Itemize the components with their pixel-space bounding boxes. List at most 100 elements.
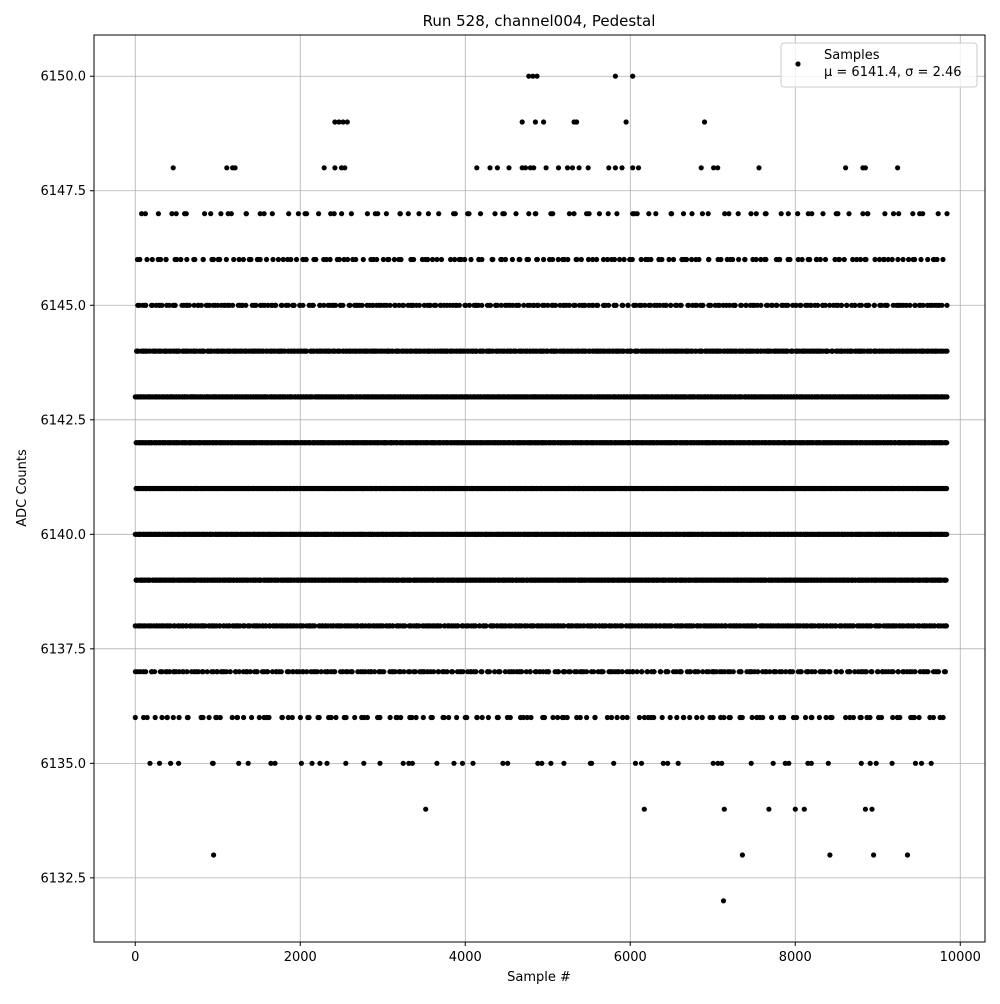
data-point — [872, 257, 877, 262]
data-point — [211, 257, 216, 262]
data-point — [374, 257, 379, 262]
data-point — [386, 257, 391, 262]
data-point — [920, 211, 925, 216]
data-point — [184, 257, 189, 262]
data-point — [754, 211, 759, 216]
data-point — [241, 257, 246, 262]
data-point — [541, 257, 546, 262]
data-point — [733, 303, 738, 308]
data-point — [262, 211, 267, 216]
data-point — [398, 257, 403, 262]
data-point — [594, 257, 599, 262]
data-point — [574, 257, 579, 262]
data-point — [349, 211, 354, 216]
data-point — [258, 257, 263, 262]
data-point — [944, 394, 949, 399]
data-point — [630, 257, 635, 262]
data-point — [666, 257, 671, 262]
data-point — [882, 211, 887, 216]
data-point — [823, 257, 828, 262]
data-point — [944, 440, 949, 445]
data-point — [533, 211, 538, 216]
data-point — [353, 257, 358, 262]
data-point — [264, 257, 269, 262]
data-point — [842, 257, 847, 262]
data-point — [231, 257, 236, 262]
data-point — [229, 211, 234, 216]
data-point — [689, 211, 694, 216]
data-point — [248, 257, 253, 262]
data-point — [510, 257, 515, 262]
data-point — [606, 303, 611, 308]
data-point — [337, 257, 342, 262]
data-point — [763, 211, 768, 216]
data-point — [488, 303, 493, 308]
data-point — [779, 211, 784, 216]
data-point — [417, 303, 422, 308]
data-point — [758, 303, 763, 308]
data-point — [340, 303, 345, 308]
data-point — [738, 303, 743, 308]
data-point — [345, 257, 350, 262]
data-point — [859, 303, 864, 308]
data-point — [901, 257, 906, 262]
data-point — [479, 303, 484, 308]
data-point — [457, 303, 462, 308]
data-point — [453, 211, 458, 216]
data-point — [579, 257, 584, 262]
data-point — [895, 257, 900, 262]
data-point — [807, 257, 812, 262]
data-point — [174, 211, 179, 216]
data-point — [571, 211, 576, 216]
data-point — [178, 257, 183, 262]
data-point — [567, 211, 572, 216]
data-point — [535, 257, 540, 262]
data-point — [787, 257, 792, 262]
data-point — [360, 303, 365, 308]
data-point — [452, 257, 457, 262]
data-point — [230, 303, 235, 308]
data-point — [553, 303, 558, 308]
data-point — [313, 257, 318, 262]
data-point — [425, 257, 430, 262]
data-point — [550, 257, 555, 262]
data-point — [582, 303, 587, 308]
data-point — [664, 303, 669, 308]
data-point — [316, 211, 321, 216]
data-point — [815, 303, 820, 308]
data-point — [502, 211, 507, 216]
data-point — [834, 211, 839, 216]
data-point — [436, 211, 441, 216]
data-point — [639, 257, 644, 262]
data-point — [503, 257, 508, 262]
data-point — [944, 532, 949, 537]
data-point — [939, 303, 944, 308]
data-point — [361, 257, 366, 262]
data-point — [303, 211, 308, 216]
data-point — [384, 211, 389, 216]
data-point — [681, 211, 686, 216]
data-point — [795, 211, 800, 216]
data-point — [776, 257, 781, 262]
data-point — [208, 211, 213, 216]
data-point — [730, 257, 735, 262]
data-point — [339, 211, 344, 216]
data-point — [918, 257, 923, 262]
data-point — [612, 257, 617, 262]
data-point — [625, 303, 630, 308]
data-point — [785, 303, 790, 308]
data-point — [565, 257, 570, 262]
data-point — [375, 211, 380, 216]
data-point — [648, 257, 653, 262]
data-point — [416, 211, 421, 216]
data-point — [218, 211, 223, 216]
data-point — [622, 257, 627, 262]
data-point — [439, 257, 444, 262]
data-point — [809, 211, 814, 216]
data-point — [614, 303, 619, 308]
data-point — [347, 303, 352, 308]
data-point — [846, 211, 851, 216]
data-point — [597, 211, 602, 216]
